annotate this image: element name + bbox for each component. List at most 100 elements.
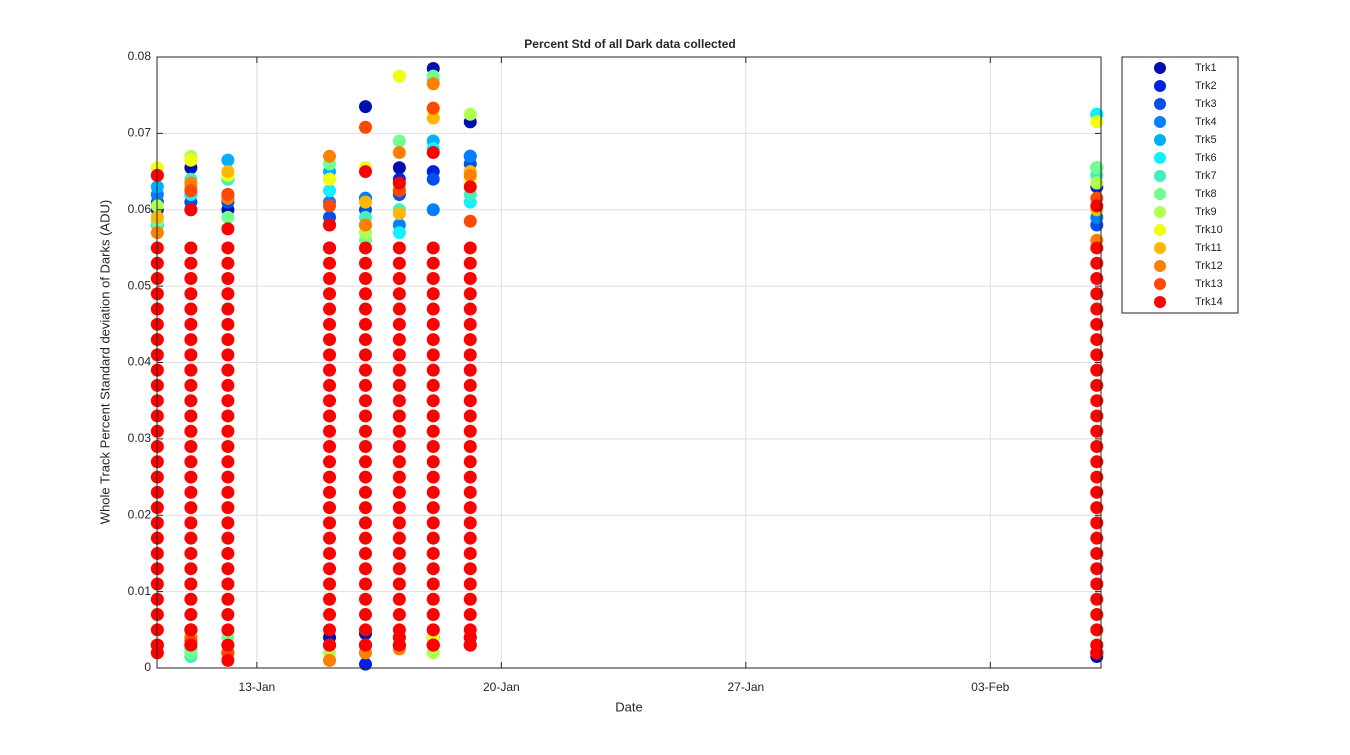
- data-point: [463, 363, 477, 377]
- data-point: [426, 516, 440, 530]
- data-point: [426, 378, 440, 392]
- data-point: [184, 333, 198, 347]
- x-tick-label: 03-Feb: [971, 680, 1009, 694]
- data-point: [426, 101, 440, 115]
- data-point: [426, 317, 440, 331]
- data-point: [323, 638, 337, 652]
- legend-marker: [1154, 260, 1166, 272]
- data-point: [184, 638, 198, 652]
- x-tick-label: 20-Jan: [483, 680, 520, 694]
- data-point: [1090, 256, 1104, 270]
- y-tick-label: 0: [144, 660, 151, 674]
- data-point: [221, 562, 235, 576]
- legend-marker: [1154, 296, 1166, 308]
- data-point: [184, 378, 198, 392]
- data-point: [323, 218, 337, 232]
- data-point: [426, 623, 440, 637]
- data-point: [221, 363, 235, 377]
- data-point: [358, 409, 372, 423]
- data-point: [426, 546, 440, 560]
- data-point: [392, 608, 406, 622]
- data-point: [323, 256, 337, 270]
- y-axis-label: Whole Track Percent Standard deviation o…: [97, 200, 112, 524]
- data-point: [323, 333, 337, 347]
- chart-title: Percent Std of all Dark data collected: [524, 37, 735, 51]
- y-tick-label: 0.06: [128, 202, 152, 216]
- data-point: [426, 348, 440, 362]
- data-point: [392, 333, 406, 347]
- data-point: [426, 531, 440, 545]
- data-point: [221, 302, 235, 316]
- data-point: [358, 218, 372, 232]
- data-point: [463, 485, 477, 499]
- data-point: [184, 203, 198, 217]
- data-point: [323, 409, 337, 423]
- data-point: [1090, 623, 1104, 637]
- data-point: [392, 134, 406, 148]
- data-point: [358, 165, 372, 179]
- data-point: [392, 226, 406, 240]
- data-point: [221, 317, 235, 331]
- legend-marker: [1154, 242, 1166, 254]
- legend-label: Trk10: [1195, 224, 1223, 236]
- data-point: [1090, 577, 1104, 591]
- data-point: [358, 241, 372, 255]
- data-point: [323, 455, 337, 469]
- data-point: [323, 199, 337, 213]
- legend-marker: [1154, 206, 1166, 218]
- data-point: [463, 302, 477, 316]
- data-point: [392, 424, 406, 438]
- data-point: [184, 241, 198, 255]
- legend-marker: [1154, 98, 1166, 110]
- data-point: [323, 317, 337, 331]
- data-point: [221, 222, 235, 236]
- data-point: [221, 348, 235, 362]
- legend-label: Trk13: [1195, 278, 1223, 290]
- data-point: [463, 516, 477, 530]
- data-point: [184, 424, 198, 438]
- data-point: [426, 638, 440, 652]
- data-point: [463, 470, 477, 484]
- data-point: [1090, 608, 1104, 622]
- data-point: [392, 531, 406, 545]
- data-point: [184, 440, 198, 454]
- data-point: [1090, 531, 1104, 545]
- data-point: [184, 409, 198, 423]
- data-point: [426, 409, 440, 423]
- y-tick-label: 0.02: [128, 507, 152, 521]
- legend-marker: [1154, 152, 1166, 164]
- data-point: [392, 145, 406, 159]
- y-tick-label: 0.01: [128, 584, 152, 598]
- data-point: [358, 470, 372, 484]
- data-point: [1090, 485, 1104, 499]
- legend-label: Trk11: [1195, 242, 1222, 254]
- legend-label: Trk14: [1195, 296, 1223, 308]
- data-point: [463, 577, 477, 591]
- data-point: [1090, 317, 1104, 331]
- data-point: [392, 592, 406, 606]
- data-point: [184, 363, 198, 377]
- data-point: [426, 287, 440, 301]
- legend-marker: [1154, 134, 1166, 146]
- data-point: [358, 440, 372, 454]
- data-point: [221, 577, 235, 591]
- legend-label: Trk7: [1195, 170, 1217, 182]
- data-point: [463, 149, 477, 163]
- y-tick-label: 0.04: [128, 355, 152, 369]
- data-point: [221, 623, 235, 637]
- data-point: [184, 592, 198, 606]
- data-point: [323, 378, 337, 392]
- data-point: [392, 287, 406, 301]
- legend-label: Trk8: [1195, 188, 1217, 200]
- data-point: [1090, 161, 1104, 175]
- y-tick-label: 0.08: [128, 49, 152, 63]
- data-point: [463, 394, 477, 408]
- data-point: [1090, 333, 1104, 347]
- data-point: [358, 378, 372, 392]
- y-tick-label: 0.03: [128, 431, 152, 445]
- data-point: [221, 485, 235, 499]
- data-point: [426, 424, 440, 438]
- data-point: [358, 485, 372, 499]
- legend-label: Trk12: [1195, 260, 1223, 272]
